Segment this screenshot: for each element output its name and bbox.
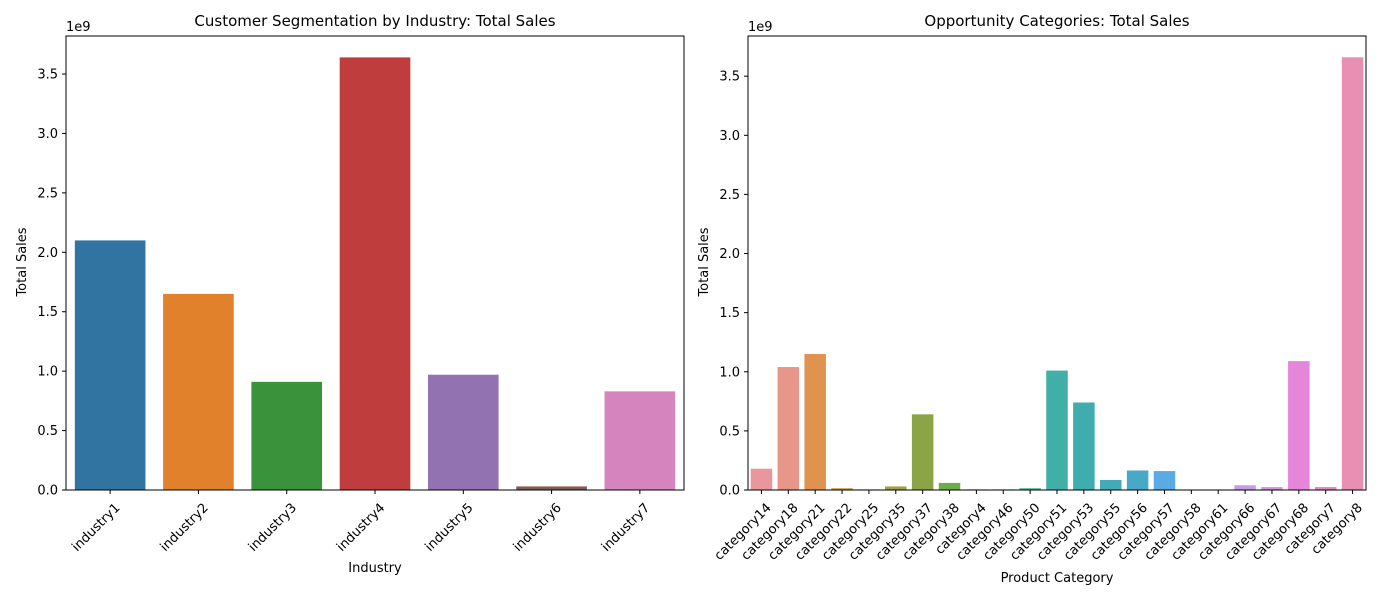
y-tick-label: 2.0 bbox=[37, 246, 58, 261]
bar-category66 bbox=[1234, 485, 1256, 490]
y-exponent-label: 1e9 bbox=[748, 20, 773, 35]
y-tick-label: 0.0 bbox=[37, 484, 58, 499]
x-tick-label: industry5 bbox=[422, 501, 476, 555]
bar-category57 bbox=[1153, 471, 1176, 490]
bar-category50 bbox=[1019, 488, 1041, 490]
y-tick-label: 1.5 bbox=[719, 306, 740, 321]
x-ticks: category14category18category21category22… bbox=[712, 490, 1366, 564]
y-tick-label: 3.5 bbox=[719, 70, 740, 85]
x-tick-label: industry3 bbox=[246, 501, 300, 555]
bar-category7 bbox=[1314, 487, 1337, 490]
bar-industry5 bbox=[427, 374, 499, 490]
y-tick-label: 1.5 bbox=[37, 305, 58, 320]
x-axis-label: Industry bbox=[348, 561, 402, 576]
chart-title: Opportunity Categories: Total Sales bbox=[924, 12, 1189, 30]
y-tick-label: 0.5 bbox=[719, 424, 740, 439]
bar-category55 bbox=[1099, 479, 1122, 490]
bar-industry2 bbox=[163, 293, 234, 490]
x-tick-label: industry6 bbox=[511, 501, 565, 555]
bar-category14 bbox=[750, 468, 773, 490]
bar-category51 bbox=[1046, 370, 1068, 490]
bar-category38 bbox=[938, 482, 961, 490]
y-tick-label: 1.0 bbox=[719, 365, 740, 380]
y-tick-label: 2.0 bbox=[719, 247, 740, 262]
y-ticks: 0.0 0.5 1.0 1.5 2.0 2.5 3.0 3.5 bbox=[719, 70, 748, 499]
y-tick-label: 2.5 bbox=[37, 186, 58, 201]
x-tick-label: industry2 bbox=[158, 501, 212, 555]
x-tick-label: industry7 bbox=[599, 501, 653, 555]
bar-industry6 bbox=[516, 486, 587, 490]
bar-industry4 bbox=[339, 57, 411, 490]
y-tick-label: 3.0 bbox=[719, 129, 740, 144]
bar-category53 bbox=[1073, 402, 1095, 490]
y-tick-label: 2.5 bbox=[719, 188, 740, 203]
y-tick-label: 0.0 bbox=[719, 484, 740, 499]
bars bbox=[74, 57, 676, 490]
y-tick-label: 0.5 bbox=[37, 424, 58, 439]
y-axis-label: Total Sales bbox=[15, 227, 30, 297]
plot-frame bbox=[747, 35, 1367, 491]
y-exponent-label: 1e9 bbox=[66, 20, 91, 35]
bar-category56 bbox=[1126, 470, 1149, 490]
y-ticks: 0.0 0.5 1.0 1.5 2.0 2.5 3.0 3.5 bbox=[37, 68, 66, 499]
bar-category21 bbox=[804, 354, 826, 490]
bar-category22 bbox=[831, 488, 853, 490]
bar-category37 bbox=[911, 414, 934, 490]
x-axis-label: Product Category bbox=[1001, 571, 1114, 586]
bar-category67 bbox=[1261, 487, 1283, 490]
bar-industry7 bbox=[604, 391, 676, 490]
chart-industry: Customer Segmentation by Industry: Total… bbox=[15, 12, 685, 576]
bar-category8 bbox=[1341, 57, 1364, 490]
chart-title: Customer Segmentation by Industry: Total… bbox=[194, 12, 555, 30]
chart-category: Opportunity Categories: Total Sales 1e9 … bbox=[697, 12, 1367, 586]
bar-industry1 bbox=[74, 240, 146, 490]
x-ticks: industry1 industry2 industry3 industry4 indu… bbox=[69, 490, 653, 555]
bar-category35 bbox=[885, 486, 907, 490]
plot-frame bbox=[65, 35, 685, 491]
x-tick-label: industry4 bbox=[334, 501, 388, 555]
y-axis-label: Total Sales bbox=[697, 227, 712, 297]
x-tick-label: industry1 bbox=[69, 501, 123, 555]
y-tick-label: 1.0 bbox=[37, 365, 58, 380]
bars bbox=[750, 57, 1364, 490]
bar-industry3 bbox=[251, 381, 323, 490]
bar-category68 bbox=[1288, 361, 1310, 490]
y-tick-label: 3.0 bbox=[37, 127, 58, 142]
bar-category18 bbox=[777, 367, 800, 490]
y-tick-label: 3.5 bbox=[37, 68, 58, 83]
